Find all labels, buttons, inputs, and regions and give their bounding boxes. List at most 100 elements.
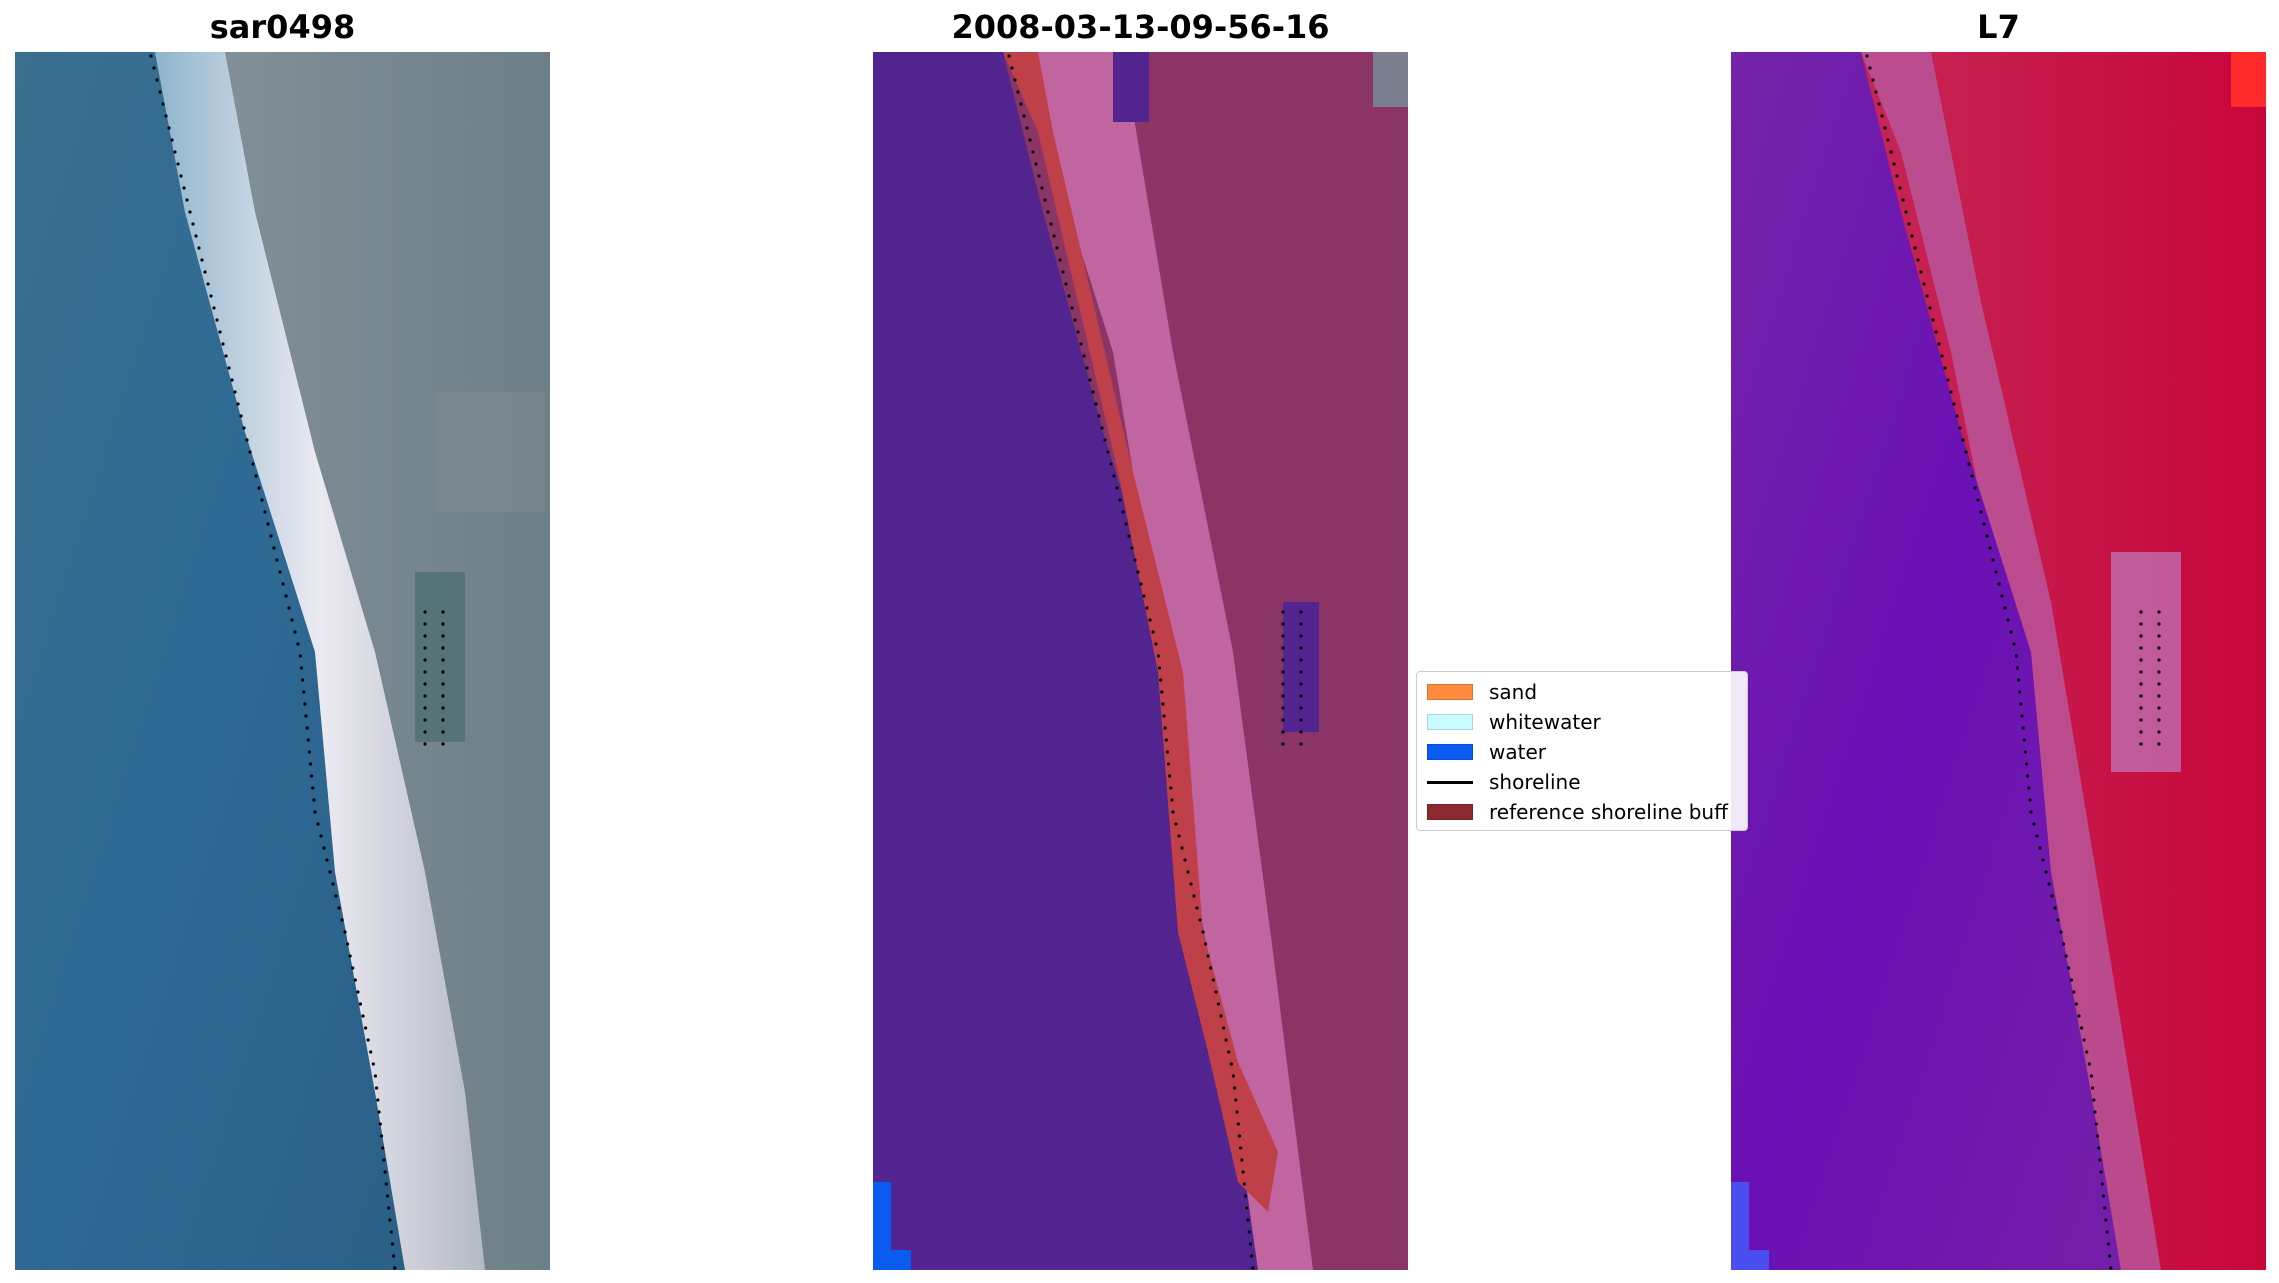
shoreline-dot <box>364 1026 368 1030</box>
shoreline-dot <box>1299 718 1303 722</box>
shoreline-dot <box>1251 1266 1255 1270</box>
shoreline-dot <box>149 54 153 58</box>
shoreline-dot <box>278 570 282 574</box>
shoreline-dot <box>1148 618 1152 622</box>
shoreline-dot <box>1224 1038 1228 1042</box>
shoreline-dot <box>1281 634 1285 638</box>
shoreline-dot <box>218 330 222 334</box>
shoreline-dot <box>331 882 335 886</box>
shoreline-dot <box>269 534 273 538</box>
shoreline-dot <box>1209 966 1213 970</box>
shoreline-dot <box>1892 162 1896 166</box>
shoreline-dot <box>1211 978 1215 982</box>
shoreline-dot <box>1281 658 1285 662</box>
shoreline-dot <box>1299 670 1303 674</box>
shoreline-dot <box>1079 342 1083 346</box>
shoreline-dot <box>337 906 341 910</box>
shoreline-dot <box>1076 330 1080 334</box>
shoreline-dot <box>1174 822 1178 826</box>
shoreline-dot <box>308 762 313 766</box>
shoreline-dot <box>1958 426 1962 430</box>
shoreline-dot <box>170 138 174 142</box>
shoreline-dot <box>1877 102 1881 106</box>
index-image-panel <box>1731 52 2266 1270</box>
shoreline-dot <box>1940 354 1944 358</box>
shoreline-dot <box>2024 762 2029 766</box>
shoreline-dot <box>1037 174 1041 178</box>
shoreline-dot <box>2067 966 2071 970</box>
shoreline-dot <box>375 1086 379 1090</box>
shoreline-dot <box>2044 870 2048 874</box>
shoreline-dot <box>1170 798 1174 802</box>
shoreline-dot <box>1186 870 1190 874</box>
shoreline-dot <box>385 1194 390 1198</box>
shoreline-dot <box>1299 634 1303 638</box>
shoreline-dot <box>203 270 207 274</box>
shoreline-dot <box>1222 1026 1226 1030</box>
legend-item-whitewater: whitewater <box>1427 710 1601 734</box>
shoreline-dot <box>1931 318 1935 322</box>
shoreline-dot <box>248 450 252 454</box>
shoreline-dot <box>423 622 427 626</box>
shoreline-dot <box>311 786 315 790</box>
shoreline-dots <box>1007 54 1303 1270</box>
shoreline-dot <box>441 694 445 698</box>
shoreline-dot <box>2139 694 2143 698</box>
shoreline-dot <box>2157 694 2161 698</box>
shoreline-dot <box>2106 1242 2110 1246</box>
shoreline-dot <box>2056 918 2060 922</box>
shoreline-dot <box>2139 670 2143 674</box>
shoreline-dot <box>266 522 270 526</box>
shoreline-dot <box>1946 378 1950 382</box>
shoreline-dot <box>371 1062 375 1066</box>
shoreline-dot <box>441 682 445 686</box>
shoreline-dot <box>373 1074 377 1078</box>
shoreline-dot <box>1192 894 1196 898</box>
shoreline-dot <box>1246 1218 1250 1222</box>
shoreline-dot <box>388 1218 392 1222</box>
shoreline-dot <box>2157 682 2161 686</box>
shoreline-dot <box>188 210 192 214</box>
shoreline-dot <box>173 150 177 154</box>
shoreline-dot <box>1970 474 1974 478</box>
shoreline-dot <box>1112 474 1116 478</box>
shoreline-dot <box>1874 90 1878 94</box>
shoreline-dot <box>1133 558 1137 562</box>
shoreline-dot <box>1166 762 1171 766</box>
legend-label-reference-buffer: reference shoreline buff <box>1489 800 1728 824</box>
shoreline-dot <box>200 258 204 262</box>
shoreline-dot <box>281 582 285 586</box>
shoreline-dot <box>1064 282 1068 286</box>
shoreline-dot <box>1928 306 1932 310</box>
shoreline-dot <box>304 714 308 718</box>
shoreline-dot <box>206 282 210 286</box>
shoreline-dot <box>387 1206 391 1210</box>
shoreline-dot <box>2097 1146 2101 1150</box>
shoreline-dot <box>1281 622 1285 626</box>
shoreline-dot <box>251 462 255 466</box>
legend-line-shoreline <box>1427 780 1473 784</box>
legend-swatch-water <box>1427 744 1473 760</box>
shoreline-dot <box>2105 1230 2109 1234</box>
shoreline-dot <box>179 174 183 178</box>
shoreline-dot <box>1234 1098 1238 1102</box>
shoreline-dot <box>366 1038 370 1042</box>
shoreline-dot <box>1871 78 1875 82</box>
shoreline-dot <box>1151 630 1155 634</box>
legend-label-shoreline: shoreline <box>1489 770 1581 794</box>
shoreline-dot <box>1886 138 1890 142</box>
shoreline-dot <box>1157 666 1162 670</box>
shoreline-dot <box>1281 742 1285 746</box>
shoreline-dot <box>390 1242 394 1246</box>
shoreline-dot <box>2006 618 2010 622</box>
shoreline-dot <box>1025 126 1029 130</box>
shoreline-dot <box>2094 1122 2098 1126</box>
shoreline-dot <box>2009 630 2013 634</box>
shoreline-dot <box>441 634 445 638</box>
shoreline-dot <box>2104 1218 2108 1222</box>
shoreline-dot <box>1109 462 1113 466</box>
shoreline-dot <box>1299 694 1303 698</box>
band-region <box>1861 52 2161 1270</box>
shoreline-dot <box>221 342 225 346</box>
shoreline-dot <box>191 222 195 226</box>
